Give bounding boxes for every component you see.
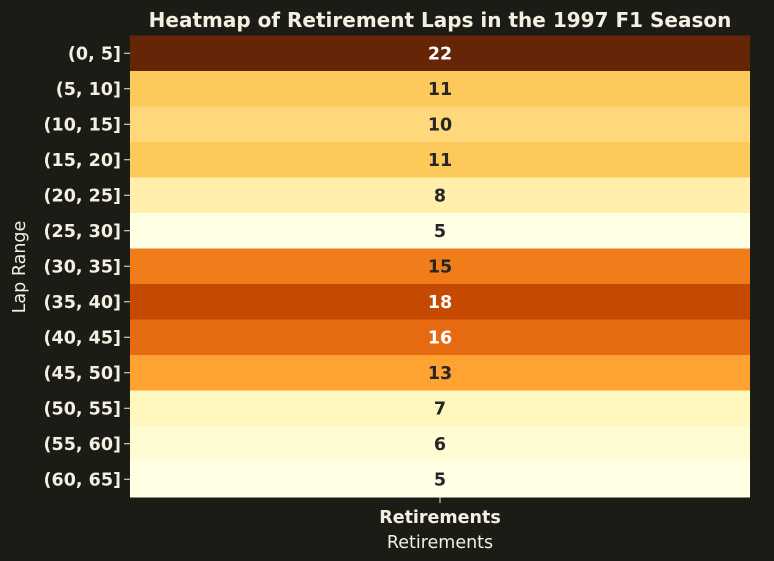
cell-value-label: 11 xyxy=(428,151,452,171)
cell-value-label: 7 xyxy=(434,399,446,419)
cell-value-label: 5 xyxy=(434,470,446,490)
cell-value-label: 6 xyxy=(434,435,446,455)
y-tick-label: (15, 20] xyxy=(44,151,121,171)
heatmap-cell xyxy=(130,35,750,72)
cell-value-label: 13 xyxy=(428,364,452,384)
y-tick-label: (25, 30] xyxy=(44,222,121,242)
heatmap-cell xyxy=(130,355,750,391)
heatmap-cell xyxy=(130,106,750,143)
cell-value-label: 10 xyxy=(428,115,452,135)
cell-value-label: 11 xyxy=(428,80,452,100)
x-axis-label: Retirements xyxy=(387,533,493,553)
heatmap-cell xyxy=(130,426,750,462)
cell-value-label: 5 xyxy=(434,222,446,242)
y-tick-label: (20, 25] xyxy=(44,186,121,206)
y-tick-label: (50, 55] xyxy=(44,399,121,419)
y-tick-label: (40, 45] xyxy=(44,328,121,348)
cell-value-label: 15 xyxy=(428,257,452,277)
heatmap-cell xyxy=(130,319,750,356)
heatmap-cell xyxy=(130,248,750,285)
cell-value-label: 16 xyxy=(428,328,452,348)
y-tick-label: (10, 15] xyxy=(44,115,121,135)
cell-value-label: 8 xyxy=(434,186,446,206)
y-tick-label: (45, 50] xyxy=(44,364,121,384)
cell-value-label: 22 xyxy=(428,44,452,64)
y-tick-label: (0, 5] xyxy=(68,44,121,64)
y-axis-label: Lap Range xyxy=(10,221,30,314)
heatmap-cell xyxy=(130,71,750,107)
heatmap-cell xyxy=(130,177,750,214)
heatmap-cell xyxy=(130,213,750,249)
heatmap-cell xyxy=(130,142,750,178)
x-tick-label: Retirements xyxy=(379,508,501,528)
heatmap-rows: 22 (0, 5] 11 (5, 10] 10 (10, 15] 11 (15, 20] 8 (2… xyxy=(44,35,750,498)
heatmap-cell xyxy=(130,284,750,320)
y-tick-label: (35, 40] xyxy=(44,293,121,313)
y-tick-label: (55, 60] xyxy=(44,435,121,455)
y-tick-label: (60, 65] xyxy=(44,470,121,490)
heatmap-cell xyxy=(130,461,750,498)
y-tick-label: (5, 10] xyxy=(56,80,121,100)
y-tick-label: (30, 35] xyxy=(44,257,121,277)
chart-title: Heatmap of Retirement Laps in the 1997 F… xyxy=(149,8,732,32)
heatmap-cell xyxy=(130,390,750,427)
cell-value-label: 18 xyxy=(428,293,452,313)
